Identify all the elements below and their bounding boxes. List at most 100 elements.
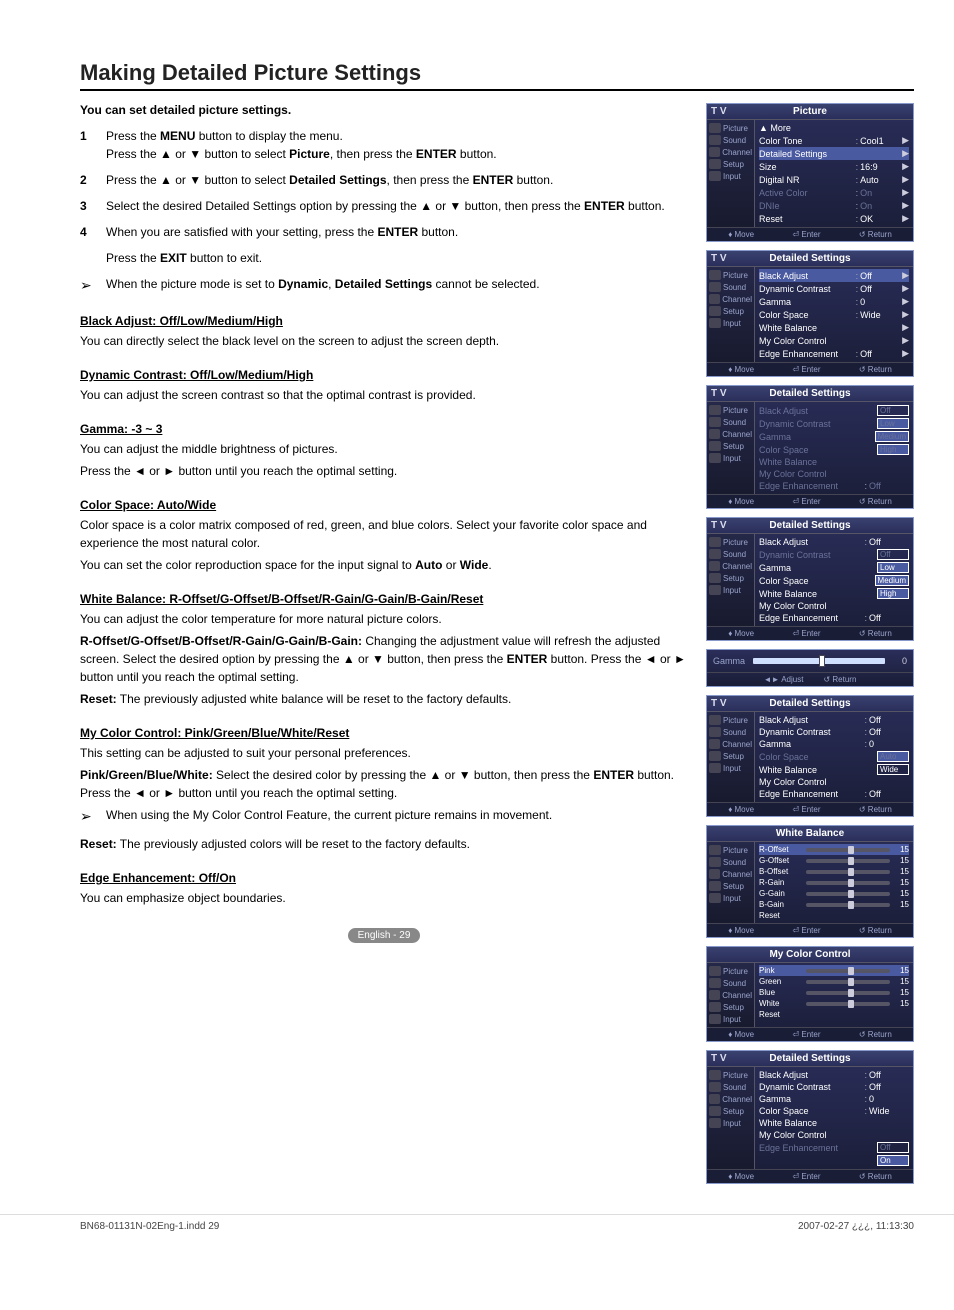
note-arrow-icon: ➢ <box>80 806 106 827</box>
osd-row: My Color Control <box>759 1129 909 1141</box>
osd-row-label: Gamma <box>759 739 862 749</box>
osd-option-box: High <box>877 588 909 599</box>
osd-row: Dynamic ContrastOff <box>759 548 909 561</box>
osd-sidebar-item: Setup <box>707 572 754 584</box>
osd-option-box: Wide <box>877 764 909 775</box>
osd-row-label: Black Adjust <box>759 715 862 725</box>
osd-slider-track <box>806 980 890 984</box>
osd-title: Detailed Settings <box>707 1051 913 1067</box>
osd-slider-label: Green <box>759 977 803 986</box>
osd-sidebar-icon <box>709 585 721 595</box>
osd-slider-thumb <box>848 989 854 997</box>
section-heading: Color Space: Auto/Wide <box>80 498 688 512</box>
section-heading: Dynamic Contrast: Off/Low/Medium/High <box>80 368 688 382</box>
osd-main: Pink15Green15Blue15White15Reset <box>755 963 913 1027</box>
osd-tv-label: T V <box>711 1053 727 1064</box>
osd-sidebar-item: Sound <box>707 281 754 293</box>
osd-row-label: Edge Enhancement <box>759 613 862 623</box>
step-number: 2 <box>80 171 106 189</box>
osd-reset-row: Reset <box>759 910 909 921</box>
osd-reset-row: Reset <box>759 1009 909 1020</box>
osd-sidebar: PictureSoundChannelSetupInput <box>707 267 755 362</box>
osd-sidebar: PictureSoundChannelSetupInput <box>707 120 755 227</box>
page-title: Making Detailed Picture Settings <box>80 60 914 91</box>
osd-main: Black Adjust:Off▶Dynamic Contrast:Off▶Ga… <box>755 267 913 362</box>
step-body: Press the MENU button to display the men… <box>106 127 688 163</box>
osd-tv-label: T V <box>711 388 727 399</box>
osd-row-label: Edge Enhancement <box>759 481 862 491</box>
osd-sidebar-item: Input <box>707 892 754 904</box>
osd-panel: My Color ControlPictureSoundChannelSetup… <box>706 946 914 1042</box>
osd-row-value: Off <box>860 284 900 294</box>
chevron-right-icon: ▶ <box>902 174 909 185</box>
osd-sidebar-icon <box>709 270 721 280</box>
osd-slider-value: 15 <box>893 999 909 1008</box>
chevron-right-icon: ▶ <box>902 200 909 211</box>
osd-slider-thumb <box>848 967 854 975</box>
osd-row-label: Color Space <box>759 310 854 320</box>
osd-panel: T VDetailed SettingsPictureSoundChannelS… <box>706 517 914 641</box>
osd-row: My Color Control <box>759 600 909 612</box>
osd-row-label: My Color Control <box>759 1130 909 1140</box>
osd-row: Color Tone:Cool1▶ <box>759 134 909 147</box>
osd-row: Color SpaceAuto <box>759 750 909 763</box>
section-body: You can adjust the screen contrast so th… <box>80 386 688 404</box>
osd-foot-return: ↺ Return <box>859 1030 892 1039</box>
osd-sidebar-item: Picture <box>707 536 754 548</box>
osd-row-label: Gamma <box>759 1094 862 1104</box>
osd-row: ▲ More <box>759 122 909 134</box>
osd-row-value: Off <box>860 271 900 281</box>
osd-tv-label: T V <box>711 106 727 117</box>
osd-foot-return: ↺ Return <box>859 497 892 506</box>
osd-sidebar-icon <box>709 453 721 463</box>
section-body: Color space is a color matrix composed o… <box>80 516 688 552</box>
osd-row-label: Edge Enhancement <box>759 789 862 799</box>
osd-row-label: Black Adjust <box>759 537 862 547</box>
osd-sidebar-item: Input <box>707 170 754 182</box>
osd-foot-enter: ⏎ Enter <box>792 926 820 935</box>
osd-panel: T VDetailed SettingsPictureSoundChannelS… <box>706 385 914 509</box>
osd-sidebar-item: Picture <box>707 714 754 726</box>
osd-sidebar-icon <box>709 751 721 761</box>
osd-row-label: Black Adjust <box>759 406 877 416</box>
osd-sidebar-item: Picture <box>707 122 754 134</box>
doc-footer-left: BN68-01131N-02Eng-1.indd 29 <box>80 1221 219 1232</box>
osd-sidebar: PictureSoundChannelSetupInput <box>707 842 755 923</box>
osd-foot-move: ♦ Move <box>728 1172 754 1181</box>
osd-foot-return: ↺ Return <box>859 926 892 935</box>
osd-row: Black Adjust:Off <box>759 714 909 726</box>
osd-foot-enter: ⏎ Enter <box>792 365 820 374</box>
osd-footer: ♦ Move⏎ Enter↺ Return <box>707 494 913 508</box>
osd-row: White Balance <box>759 1117 909 1129</box>
osd-row-value: On <box>860 201 900 211</box>
osd-sidebar-icon <box>709 1002 721 1012</box>
osd-sidebar-item: Picture <box>707 404 754 416</box>
osd-foot-move: ♦ Move <box>728 365 754 374</box>
osd-sidebar-item: Input <box>707 452 754 464</box>
osd-title: Picture <box>707 104 913 120</box>
osd-main: Black Adjust:OffDynamic Contrast:OffGamm… <box>755 1067 913 1169</box>
osd-row-value: Auto <box>860 175 900 185</box>
osd-foot-return: ↺ Return <box>859 629 892 638</box>
osd-panel: White BalancePictureSoundChannelSetupInp… <box>706 825 914 938</box>
osd-title: Detailed Settings <box>707 696 913 712</box>
osd-row: Dynamic Contrast:Off <box>759 726 909 738</box>
osd-foot-return: ↺ Return <box>859 230 892 239</box>
osd-sidebar: PictureSoundChannelSetupInput <box>707 963 755 1027</box>
osd-sidebar-item: Channel <box>707 146 754 158</box>
osd-sidebar-item: Sound <box>707 134 754 146</box>
osd-slider-row: White15 <box>759 998 909 1009</box>
osd-row-value: 16:9 <box>860 162 900 172</box>
osd-sidebar-icon <box>709 1070 721 1080</box>
osd-row-label: Color Space <box>759 445 877 455</box>
osd-row-label: Dynamic Contrast <box>759 284 854 294</box>
osd-sidebar-icon <box>709 739 720 749</box>
osd-slider-row: Blue15 <box>759 987 909 998</box>
section-heading: My Color Control: Pink/Green/Blue/White/… <box>80 726 688 740</box>
osd-slider-row: R-Offset15 <box>759 844 909 855</box>
osd-row: White Balance <box>759 456 909 468</box>
osd-main: Black AdjustOffDynamic ContrastLowGammaM… <box>755 402 913 494</box>
intro-text: You can set detailed picture settings. <box>80 103 688 117</box>
section-body: R-Offset/G-Offset/B-Offset/R-Gain/G-Gain… <box>80 632 688 686</box>
section-body: You can set the color reproduction space… <box>80 556 688 574</box>
